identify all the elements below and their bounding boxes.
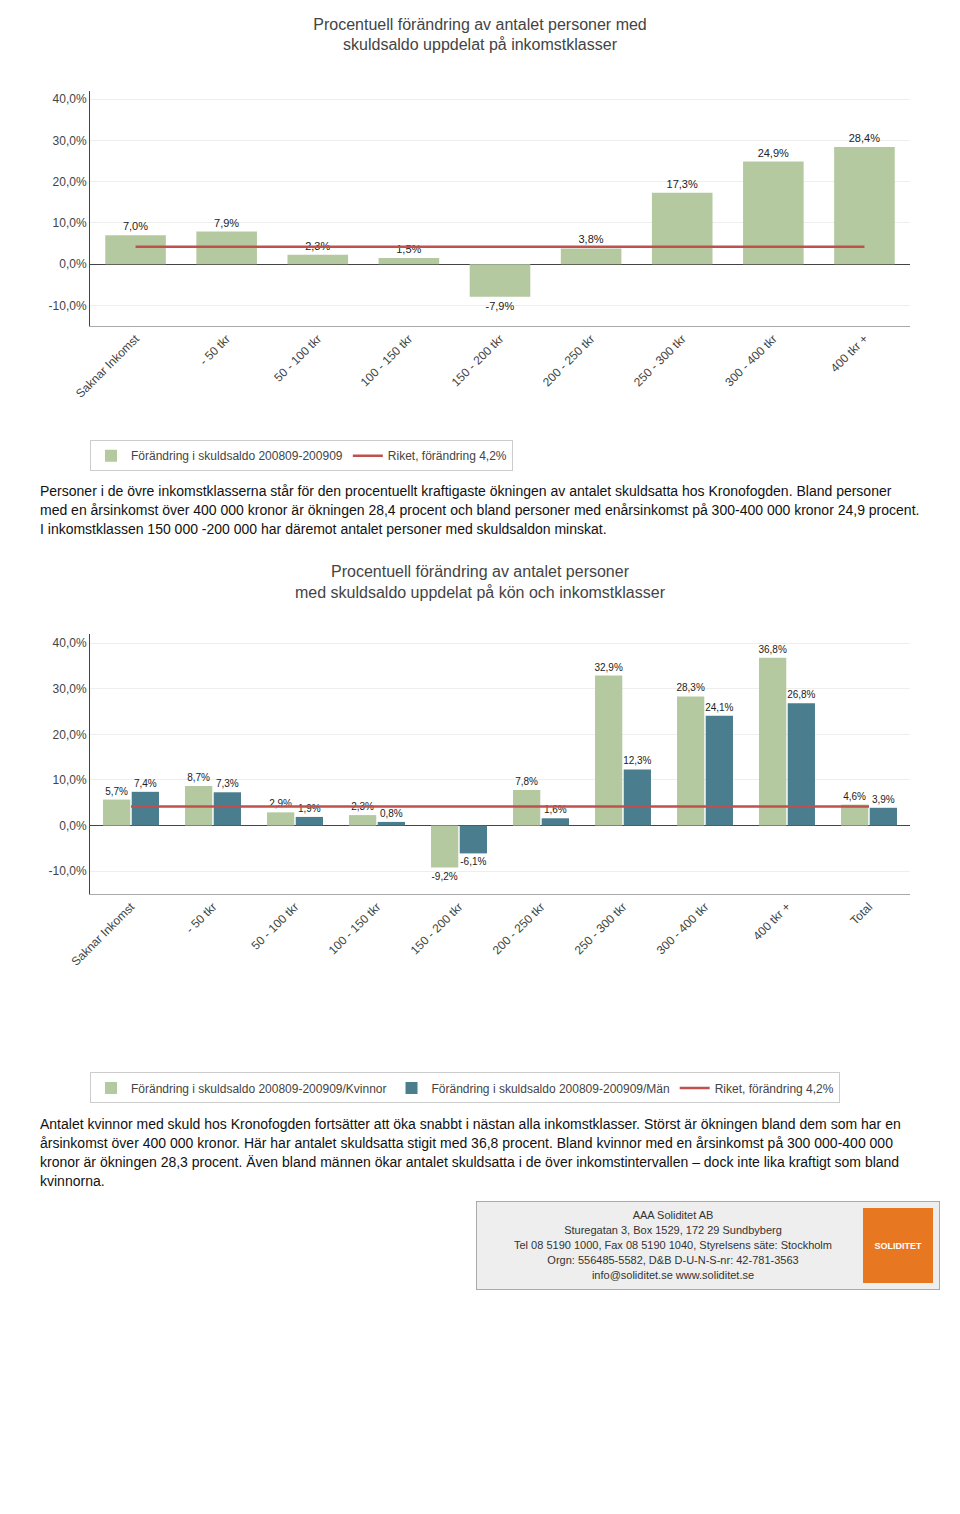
svg-text:50 - 100 tkr: 50 - 100 tkr bbox=[249, 900, 302, 953]
svg-text:4,6%: 4,6% bbox=[843, 791, 866, 802]
html-text:info@soliditet.se www.solidite: info@soliditet.se www.soliditet.se bbox=[591, 1269, 755, 1281]
svg-text:Procentuell förändring av anta: Procentuell förändring av antalet person… bbox=[295, 563, 666, 601]
html-text:Orgn: 556485-5582, D&B D-U-N-S: Orgn: 556485-5582, D&B D-U-N-S-nr: 42-78… bbox=[547, 1254, 799, 1266]
svg-text:2,3%: 2,3% bbox=[351, 801, 374, 812]
svg-text:26,8%: 26,8% bbox=[787, 689, 815, 700]
svg-text:Förändring i skuldsaldo 200809: Förändring i skuldsaldo 200809-200909 bbox=[131, 449, 343, 463]
html-text:Sturegatan 3, Box 1529, 172 29: Sturegatan 3, Box 1529, 172 29 Sundbyber… bbox=[564, 1224, 782, 1236]
svg-text:3,9%: 3,9% bbox=[872, 794, 895, 805]
svg-text:28,3%: 28,3% bbox=[676, 682, 704, 693]
svg-text:10,0%: 10,0% bbox=[53, 216, 87, 230]
svg-text:20,0%: 20,0% bbox=[53, 175, 87, 189]
svg-text:7,3%: 7,3% bbox=[216, 778, 239, 789]
svg-text:30,0%: 30,0% bbox=[53, 682, 87, 696]
svg-text:12,3%: 12,3% bbox=[623, 755, 651, 766]
svg-text:5,7%: 5,7% bbox=[105, 786, 128, 797]
svg-text:-6,1%: -6,1% bbox=[460, 856, 486, 867]
svg-text:0,8%: 0,8% bbox=[380, 808, 403, 819]
svg-text:40,0%: 40,0% bbox=[53, 92, 87, 106]
svg-text:Procentuell förändring av anta: Procentuell förändring av antalet person… bbox=[313, 16, 647, 54]
svg-text:24,9%: 24,9% bbox=[758, 147, 789, 159]
html-text:AAA Soliditet AB: AAA Soliditet AB bbox=[632, 1209, 714, 1221]
svg-text:32,9%: 32,9% bbox=[594, 662, 622, 673]
svg-text:400 tkr +: 400 tkr + bbox=[750, 900, 793, 943]
svg-text:-9,2%: -9,2% bbox=[432, 871, 458, 882]
html-text:Personer i de övre inkomstklas: Personer i de övre inkomstklasserna står… bbox=[40, 483, 920, 537]
svg-text:3,8%: 3,8% bbox=[578, 233, 603, 245]
svg-text:150 - 200 tkr: 150 - 200 tkr bbox=[449, 332, 507, 390]
svg-text:1,9%: 1,9% bbox=[298, 803, 321, 814]
svg-text:7,8%: 7,8% bbox=[515, 776, 538, 787]
svg-text:Saknar Inkomst: Saknar Inkomst bbox=[69, 899, 138, 968]
svg-text:250 - 300 tkr: 250 - 300 tkr bbox=[572, 900, 630, 958]
svg-text:- 50 tkr: - 50 tkr bbox=[183, 900, 219, 936]
svg-text:Riket, förändring 4,2%: Riket, förändring 4,2% bbox=[715, 1082, 834, 1096]
html-text:SOLIDITET: SOLIDITET bbox=[874, 1240, 922, 1251]
svg-text:8,7%: 8,7% bbox=[187, 772, 210, 783]
svg-text:300 - 400 tkr: 300 - 400 tkr bbox=[722, 332, 780, 390]
svg-text:7,9%: 7,9% bbox=[214, 217, 239, 229]
html-text:Tel 08 5190 1000, Fax 08 5190: Tel 08 5190 1000, Fax 08 5190 1040, Styr… bbox=[514, 1239, 832, 1251]
svg-text:2,9%: 2,9% bbox=[269, 798, 292, 809]
svg-text:30,0%: 30,0% bbox=[53, 134, 87, 148]
svg-text:0,0%: 0,0% bbox=[59, 819, 87, 833]
svg-text:200 - 250 tkr: 200 - 250 tkr bbox=[490, 900, 548, 958]
svg-text:100 - 150 tkr: 100 - 150 tkr bbox=[358, 332, 416, 390]
svg-text:36,8%: 36,8% bbox=[758, 644, 786, 655]
svg-text:40,0%: 40,0% bbox=[53, 636, 87, 650]
svg-text:28,4%: 28,4% bbox=[849, 132, 880, 144]
svg-text:0,0%: 0,0% bbox=[59, 257, 87, 271]
svg-text:7,0%: 7,0% bbox=[123, 220, 148, 232]
svg-text:Saknar Inkomst: Saknar Inkomst bbox=[73, 331, 142, 400]
svg-text:1,5%: 1,5% bbox=[396, 243, 421, 255]
svg-text:20,0%: 20,0% bbox=[53, 728, 87, 742]
svg-text:50 - 100 tkr: 50 - 100 tkr bbox=[271, 332, 324, 385]
html-text:Antalet kvinnor med skuld hos: Antalet kvinnor med skuld hos Kronofogde… bbox=[40, 1116, 901, 1189]
svg-text:24,1%: 24,1% bbox=[705, 702, 733, 713]
svg-text:- 50 tkr: - 50 tkr bbox=[197, 332, 233, 368]
svg-text:150 - 200 tkr: 150 - 200 tkr bbox=[408, 900, 466, 958]
svg-text:250 - 300 tkr: 250 - 300 tkr bbox=[631, 332, 689, 390]
svg-text:10,0%: 10,0% bbox=[53, 773, 87, 787]
svg-text:17,3%: 17,3% bbox=[667, 178, 698, 190]
svg-text:100 - 150 tkr: 100 - 150 tkr bbox=[326, 900, 384, 958]
svg-text:Total: Total bbox=[848, 900, 876, 928]
svg-text:-7,9%: -7,9% bbox=[486, 300, 515, 312]
svg-text:1,6%: 1,6% bbox=[544, 804, 567, 815]
svg-text:-10,0%: -10,0% bbox=[49, 299, 87, 313]
svg-text:Förändring i skuldsaldo 200809: Förändring i skuldsaldo 200809-200909/Kv… bbox=[131, 1082, 387, 1096]
svg-text:300 - 400 tkr: 300 - 400 tkr bbox=[654, 900, 712, 958]
svg-text:2,3%: 2,3% bbox=[305, 240, 330, 252]
svg-text:400 tkr +: 400 tkr + bbox=[828, 332, 871, 375]
svg-text:-10,0%: -10,0% bbox=[49, 864, 87, 878]
svg-text:Förändring i skuldsaldo 200809: Förändring i skuldsaldo 200809-200909/Mä… bbox=[432, 1082, 670, 1096]
svg-text:200 - 250 tkr: 200 - 250 tkr bbox=[540, 332, 598, 390]
svg-text:Riket, förändring 4,2%: Riket, förändring 4,2% bbox=[388, 449, 507, 463]
svg-text:7,4%: 7,4% bbox=[134, 778, 157, 789]
